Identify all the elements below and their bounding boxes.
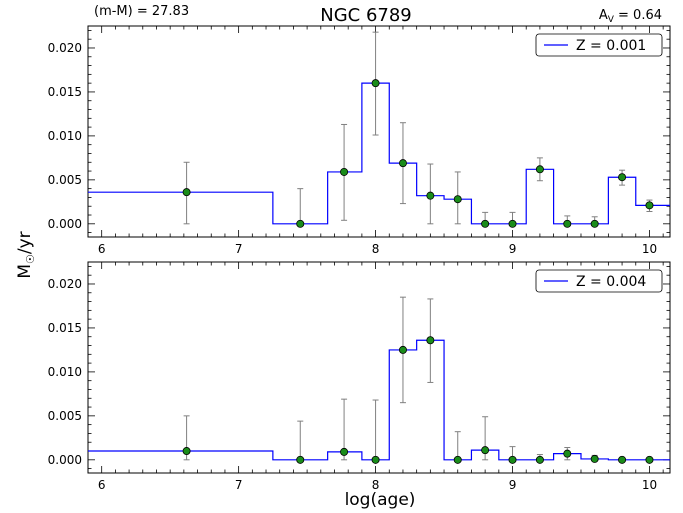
data-point: [453, 195, 462, 204]
x-axis-label: log(age): [345, 490, 416, 510]
y-tick-label: 0.005: [48, 173, 82, 187]
extinction-value: = 0.64: [614, 8, 662, 23]
data-point: [563, 219, 572, 228]
data-point: [645, 201, 654, 210]
x-tick-label: 10: [642, 478, 657, 492]
data-point: [340, 167, 349, 176]
x-tick-label: 6: [98, 242, 106, 256]
data-point: [426, 336, 435, 345]
extinction-label: AV = 0.64: [599, 8, 662, 25]
plot-frame: [87, 25, 671, 238]
extinction-subscript: V: [608, 15, 615, 25]
y-tick-label: 0.020: [48, 277, 82, 291]
panel-bottom: 6 7 8 9 10 0.000 0.005 0.010 0.015 0.020 Z = 0.004: [48, 261, 671, 492]
y-axis-label-main: M: [15, 264, 35, 279]
data-point: [453, 455, 462, 464]
data-point: [618, 455, 627, 464]
distance-modulus-label: (m-M) = 27.83: [94, 4, 189, 19]
legend-box: [535, 33, 663, 57]
y-tick-label: 0.005: [48, 409, 82, 423]
y-tick-label: 0.000: [48, 453, 82, 467]
data-point: [535, 165, 544, 174]
y-axis-label-unit: /yr: [15, 231, 35, 254]
y-tick-label: 0.015: [48, 321, 82, 335]
data-point: [371, 455, 380, 464]
data-point: [398, 345, 407, 354]
data-point: [296, 219, 305, 228]
y-axis-label: M☉/yr: [15, 231, 37, 278]
data-point: [508, 219, 517, 228]
legend-label: Z = 0.004: [576, 274, 646, 290]
y-tick-label: 0.010: [48, 365, 82, 379]
x-tick-label: 10: [642, 242, 657, 256]
x-tick-label: 7: [235, 478, 243, 492]
data-point: [371, 79, 380, 88]
data-point: [618, 173, 627, 182]
data-point: [481, 446, 490, 455]
y-tick-label: 0.000: [48, 217, 82, 231]
extinction-symbol: A: [599, 8, 608, 23]
data-point: [563, 449, 572, 458]
figure-title: NGC 6789: [320, 5, 412, 26]
data-point: [340, 447, 349, 456]
x-tick-label: 8: [372, 242, 380, 256]
x-tick-label: 9: [509, 242, 517, 256]
x-tick-label: 8: [372, 478, 380, 492]
data-point: [182, 447, 191, 456]
data-point: [535, 455, 544, 464]
data-point: [590, 454, 599, 463]
y-tick-label: 0.020: [48, 41, 82, 55]
sfr-step-line: [88, 339, 670, 461]
y-tick-label: 0.015: [48, 85, 82, 99]
x-tick-label: 7: [235, 242, 243, 256]
data-point: [426, 191, 435, 200]
sfr-step-line: [88, 82, 670, 225]
panel-top: 6 7 8 9 10 0.000 0.005 0.010 0.015 0.020 Z = 0.001: [48, 25, 671, 256]
y-axis-label-sun-symbol: ☉: [24, 254, 37, 264]
x-tick-label: 6: [98, 478, 106, 492]
legend-label: Z = 0.001: [576, 38, 646, 54]
data-point: [508, 455, 517, 464]
data-point: [645, 455, 654, 464]
y-tick-label: 0.010: [48, 129, 82, 143]
x-tick-label: 9: [509, 478, 517, 492]
y-axis-label-group: M☉/yr: [15, 231, 37, 278]
data-point: [398, 159, 407, 168]
data-point: [296, 455, 305, 464]
data-point: [590, 219, 599, 228]
plot-frame: [87, 261, 671, 474]
data-point: [481, 219, 490, 228]
legend-box: [535, 269, 663, 293]
data-point: [182, 188, 191, 197]
